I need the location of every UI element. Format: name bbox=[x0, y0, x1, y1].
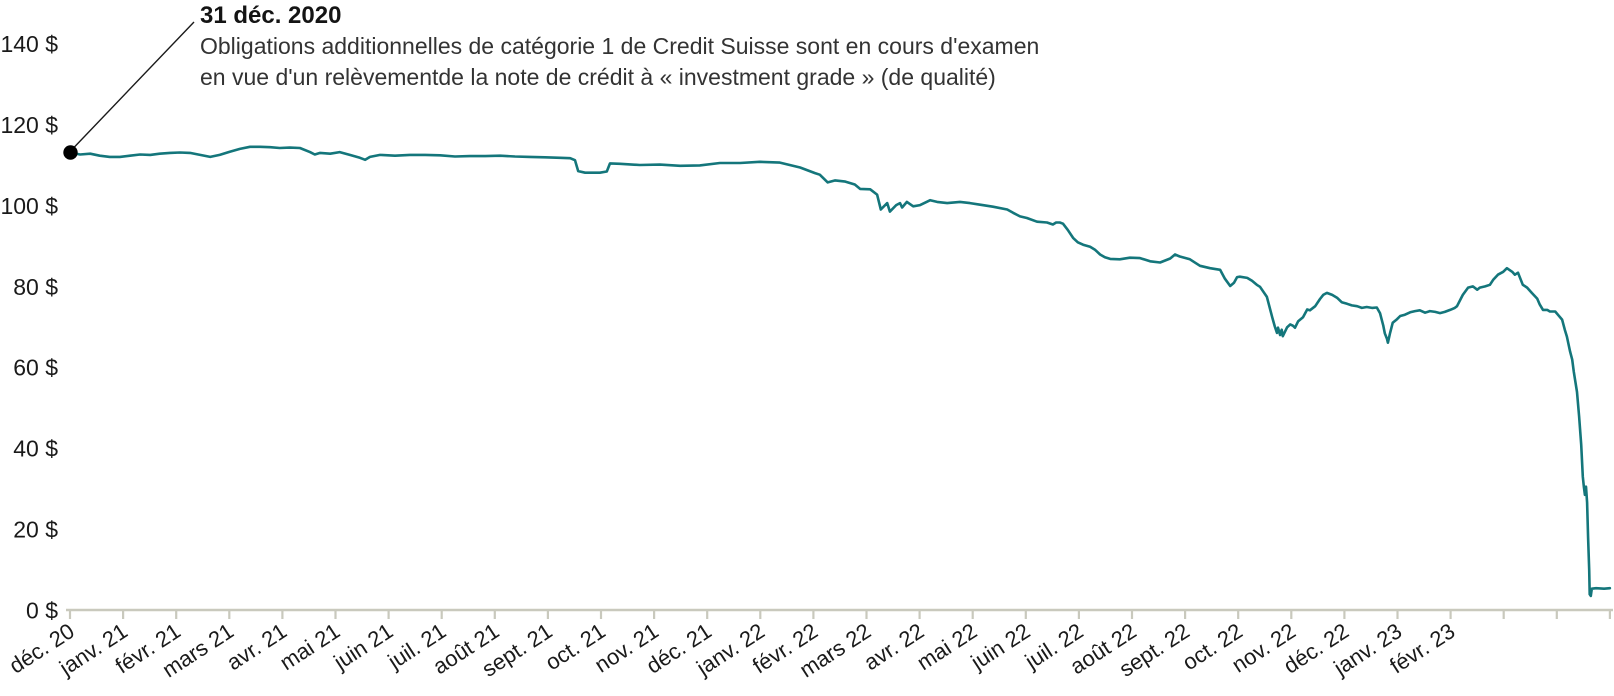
y-axis-label: 120 $ bbox=[0, 112, 58, 138]
annotation-leader-line bbox=[72, 21, 195, 149]
y-axis-label: 0 $ bbox=[26, 598, 58, 624]
x-axis-label: mai 21 bbox=[275, 618, 344, 675]
y-axis-label: 20 $ bbox=[13, 517, 58, 543]
y-axis-label: 80 $ bbox=[13, 274, 58, 300]
y-axis-label: 100 $ bbox=[0, 193, 58, 219]
start-point-dot bbox=[63, 145, 78, 160]
y-axis-label: 140 $ bbox=[0, 31, 58, 57]
y-axis-label: 40 $ bbox=[13, 436, 58, 462]
x-axis-label: juin 21 bbox=[328, 618, 397, 675]
x-axis-label: avr. 21 bbox=[222, 618, 291, 675]
x-axis-label: juin 22 bbox=[966, 618, 1035, 675]
x-axis-label: avr. 22 bbox=[859, 618, 928, 675]
x-axis-label: mai 22 bbox=[912, 618, 981, 675]
price-line bbox=[68, 145, 1612, 598]
y-axis-label: 60 $ bbox=[13, 355, 58, 381]
